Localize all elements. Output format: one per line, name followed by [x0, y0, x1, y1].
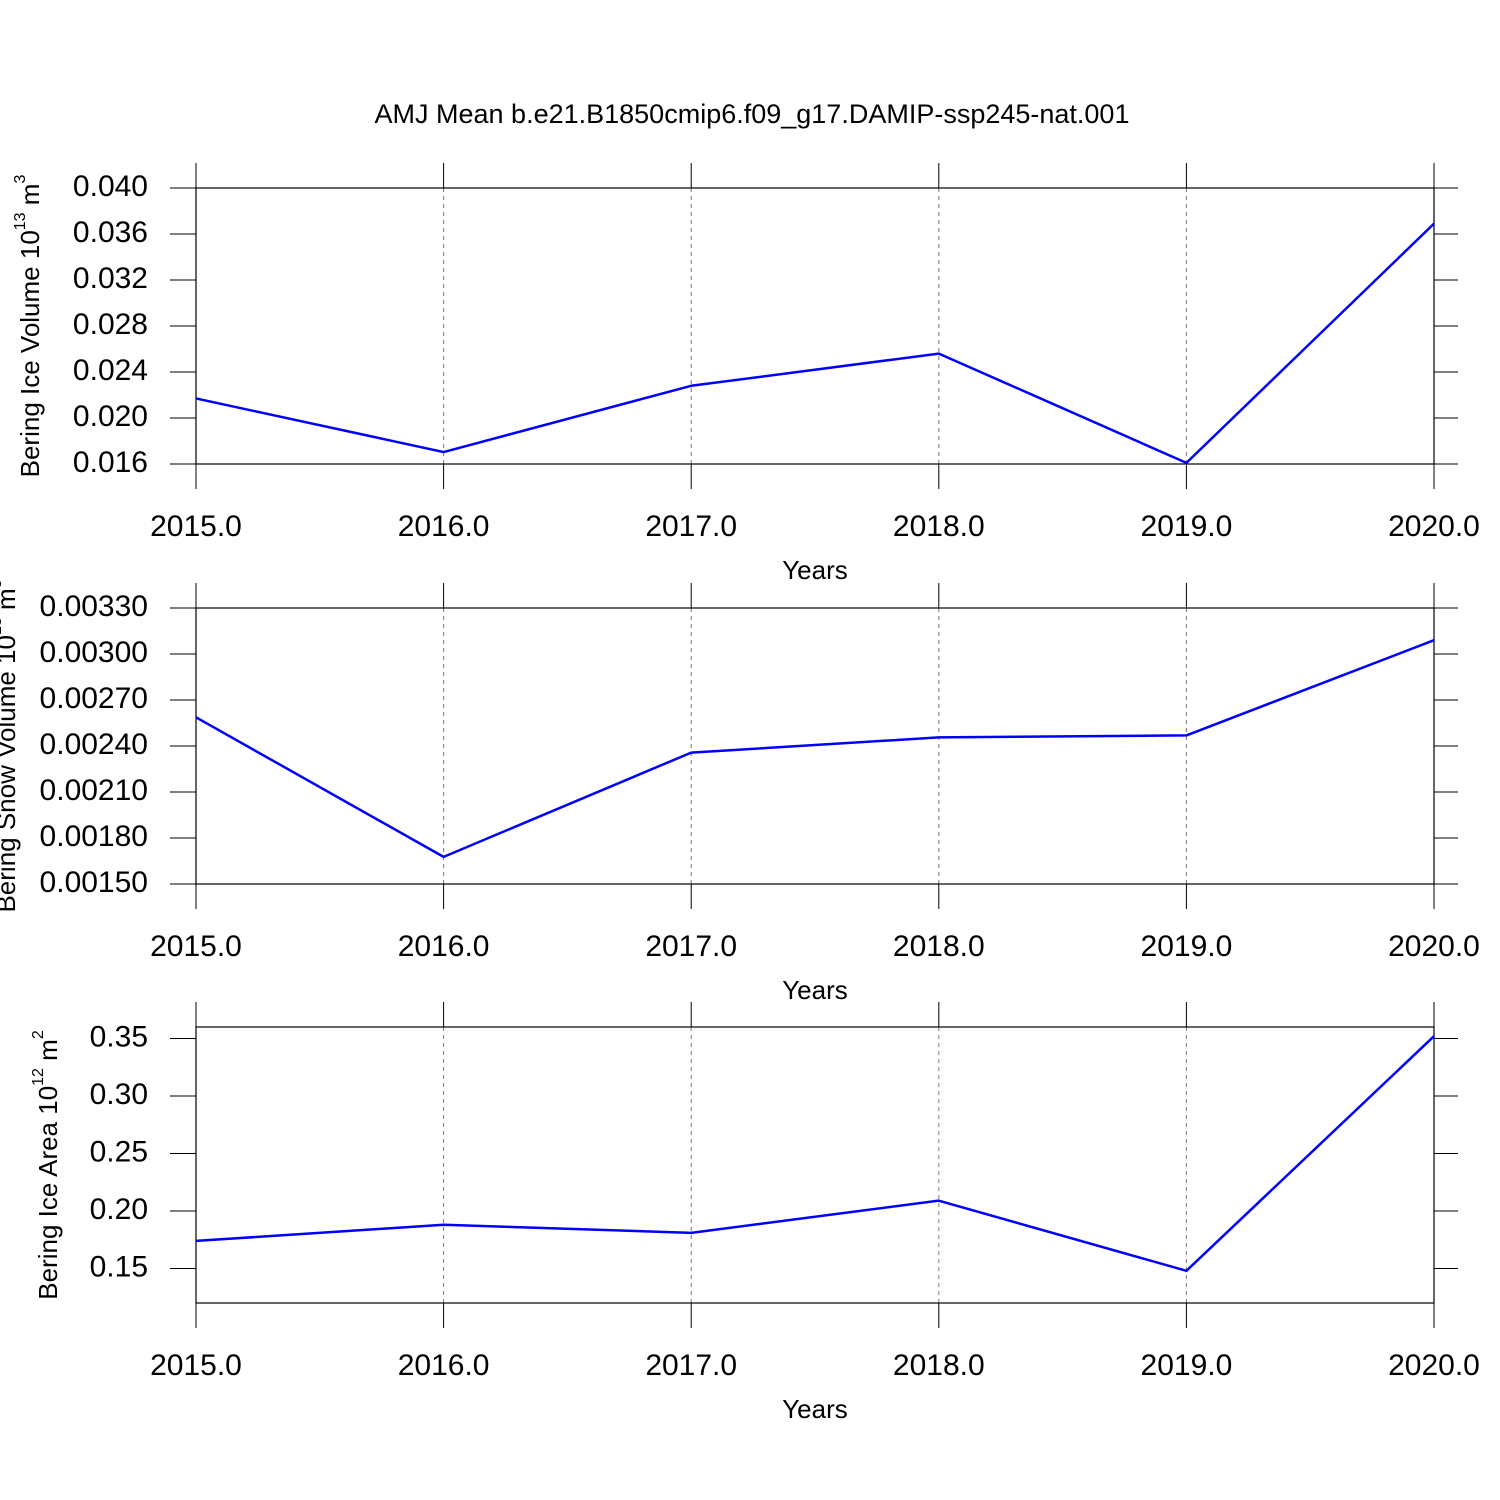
x-tick-label: 2019.0 [1141, 1349, 1233, 1382]
x-tick-label: 2018.0 [893, 1349, 985, 1382]
data-line [195, 639, 1435, 859]
x-tick-label: 2017.0 [645, 1349, 737, 1382]
y-axis-label-unit-power: 3 [0, 579, 5, 588]
y-axis-label-unit-power: 2 [30, 1030, 47, 1039]
plot-frame [195, 1026, 1435, 1304]
x-tick-label: 2020.0 [1388, 930, 1480, 963]
x-tick-label: 2016.0 [398, 1349, 490, 1382]
y-axis-label-power: 13 [12, 212, 29, 230]
chart-title: AMJ Mean b.e21.B1850cmip6.f09_g17.DAMIP-… [375, 99, 1130, 129]
x-tick-label: 2016.0 [398, 510, 490, 543]
y-tick-label: 0.25 [90, 1135, 148, 1168]
y-tick-label: 0.00330 [40, 590, 148, 623]
x-tick-label: 2020.0 [1388, 510, 1480, 543]
y-axis-label-power: 12 [30, 1068, 47, 1086]
y-axis-label-text: Bering Ice Volume 10 [15, 230, 45, 477]
x-tick-label: 2019.0 [1141, 510, 1233, 543]
y-tick-label: 0.036 [73, 216, 148, 249]
y-tick-label: 0.00300 [40, 636, 148, 669]
data-line [195, 222, 1435, 465]
y-axis-label-power: 13 [0, 617, 5, 635]
y-tick-label: 0.040 [73, 170, 148, 203]
x-tick-label: 2018.0 [893, 930, 985, 963]
y-tick-label: 0.032 [73, 262, 148, 295]
y-tick-label: 0.00240 [40, 728, 148, 761]
x-tick-label: 2016.0 [398, 930, 490, 963]
y-tick-label: 0.35 [90, 1020, 148, 1053]
y-axis-label: Bering Ice Volume 1013 m3 [12, 175, 45, 478]
y-tick-label: 0.15 [90, 1250, 148, 1283]
y-tick-label: 0.00210 [40, 774, 148, 807]
y-tick-label: 0.20 [90, 1193, 148, 1226]
y-axis-label-text: Bering Snow Volume 10 [0, 635, 21, 913]
y-tick-label: 0.016 [73, 446, 148, 479]
y-tick-label: 0.00150 [40, 866, 148, 899]
y-tick-label: 0.020 [73, 400, 148, 433]
y-axis-label: Bering Snow Volume 1013 m3 [0, 579, 21, 912]
y-axis-label-unit: m [0, 588, 21, 617]
y-axis-label-text: Bering Ice Area 10 [33, 1086, 63, 1300]
x-tick-label: 2015.0 [150, 1349, 242, 1382]
x-tick-label: 2015.0 [150, 510, 242, 543]
plot-frame [195, 187, 1435, 465]
y-tick-label: 0.024 [73, 354, 148, 387]
y-tick-label: 0.00180 [40, 820, 148, 853]
x-axis-label: Years [782, 975, 848, 1005]
y-axis-label-unit-power: 3 [12, 175, 29, 184]
x-axis-label: Years [782, 1394, 848, 1424]
y-tick-label: 0.30 [90, 1078, 148, 1111]
y-axis-label: Bering Ice Area 1012 m2 [30, 1030, 63, 1300]
x-tick-label: 2015.0 [150, 930, 242, 963]
x-tick-label: 2017.0 [645, 510, 737, 543]
x-tick-label: 2020.0 [1388, 1349, 1480, 1382]
x-axis-label: Years [782, 555, 848, 585]
data-line [195, 1035, 1435, 1273]
y-axis-label-unit: m [33, 1039, 63, 1068]
plot-frame [195, 607, 1435, 885]
x-tick-label: 2017.0 [645, 930, 737, 963]
y-tick-label: 0.028 [73, 308, 148, 341]
y-tick-label: 0.00270 [40, 682, 148, 715]
y-axis-label-unit: m [15, 184, 45, 213]
x-tick-label: 2018.0 [893, 510, 985, 543]
x-tick-label: 2019.0 [1141, 930, 1233, 963]
